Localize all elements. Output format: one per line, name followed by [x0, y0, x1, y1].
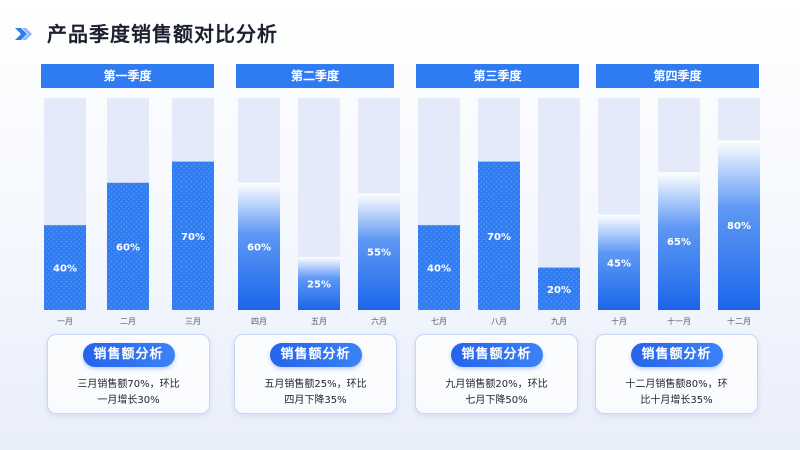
bar-3 [172, 161, 214, 310]
analysis-text: 三月销售额70%，环比 一月增长30% [54, 377, 203, 409]
analysis-title: 销售额分析 [269, 343, 362, 367]
month-label: 四月 [251, 317, 267, 326]
quarter-header-q4: 第四季度 [596, 64, 759, 88]
bar-1 [44, 225, 86, 310]
analysis-title: 销售额分析 [82, 343, 175, 367]
month-label: 一月 [57, 317, 73, 326]
month-label: 十月 [611, 316, 627, 326]
value-label: 80% [727, 221, 751, 232]
bar-5 [298, 257, 340, 310]
value-label: 60% [247, 242, 271, 253]
analysis-card-q2: 销售额分析 五月销售额25%，环比 四月下降35% [234, 334, 397, 414]
analysis-text: 五月销售额25%，环比 四月下降35% [241, 377, 390, 409]
month-label: 十一月 [667, 316, 691, 326]
analysis-card-q4: 销售额分析 十二月销售额80%，环 比十月增长35% [595, 334, 758, 414]
bar-9 [538, 267, 580, 310]
month-label: 五月 [311, 317, 327, 326]
bar-6 [358, 193, 400, 310]
bar-11 [658, 172, 700, 310]
analysis-line: 四月下降35% [284, 395, 347, 406]
quarter-header-q3: 第三季度 [416, 64, 579, 88]
value-label: 70% [181, 232, 205, 243]
value-label: 45% [607, 258, 631, 269]
analysis-title: 销售额分析 [630, 343, 723, 367]
analysis-text: 九月销售额20%，环比 七月下降50% [422, 377, 571, 409]
analysis-card-q1: 销售额分析 三月销售额70%，环比 一月增长30% [47, 334, 210, 414]
bar-10 [598, 214, 640, 310]
analysis-line: 十二月销售额80%，环 [625, 379, 728, 390]
bar-7 [418, 225, 460, 310]
analysis-line: 三月销售额70%，环比 [77, 379, 180, 390]
bar-2 [107, 182, 149, 310]
analysis-line: 一月增长30% [97, 395, 160, 406]
bar-4 [238, 182, 280, 310]
analysis-text: 十二月销售额80%，环 比十月增长35% [602, 377, 751, 409]
month-label: 三月 [185, 317, 201, 326]
bar-12 [718, 140, 760, 310]
quarter-header-q1: 第一季度 [41, 64, 214, 88]
month-label: 十二月 [727, 316, 751, 326]
month-label: 八月 [491, 317, 507, 326]
analysis-card-q3: 销售额分析 九月销售额20%，环比 七月下降50% [415, 334, 578, 414]
value-label: 65% [667, 237, 691, 248]
value-label: 70% [487, 232, 511, 243]
analysis-line: 五月销售额25%，环比 [264, 379, 367, 390]
value-label: 40% [427, 264, 451, 275]
quarter-header-q2: 第二季度 [236, 64, 394, 88]
month-label: 二月 [120, 317, 136, 326]
analysis-title: 销售额分析 [450, 343, 543, 367]
chevron-right-icon [15, 28, 32, 40]
value-label: 60% [116, 242, 140, 253]
value-label: 25% [307, 280, 331, 291]
month-label: 七月 [431, 317, 447, 326]
month-label: 六月 [371, 316, 387, 326]
value-label: 55% [367, 248, 391, 259]
month-label: 九月 [551, 317, 567, 326]
analysis-line: 七月下降50% [465, 395, 528, 406]
value-label: 20% [547, 285, 571, 296]
value-label: 40% [53, 264, 77, 275]
analysis-line: 九月销售额20%，环比 [445, 379, 548, 390]
bar-8 [478, 161, 520, 310]
page-title: 产品季度销售额对比分析 [47, 22, 278, 46]
analysis-line: 比十月增长35% [640, 395, 713, 406]
